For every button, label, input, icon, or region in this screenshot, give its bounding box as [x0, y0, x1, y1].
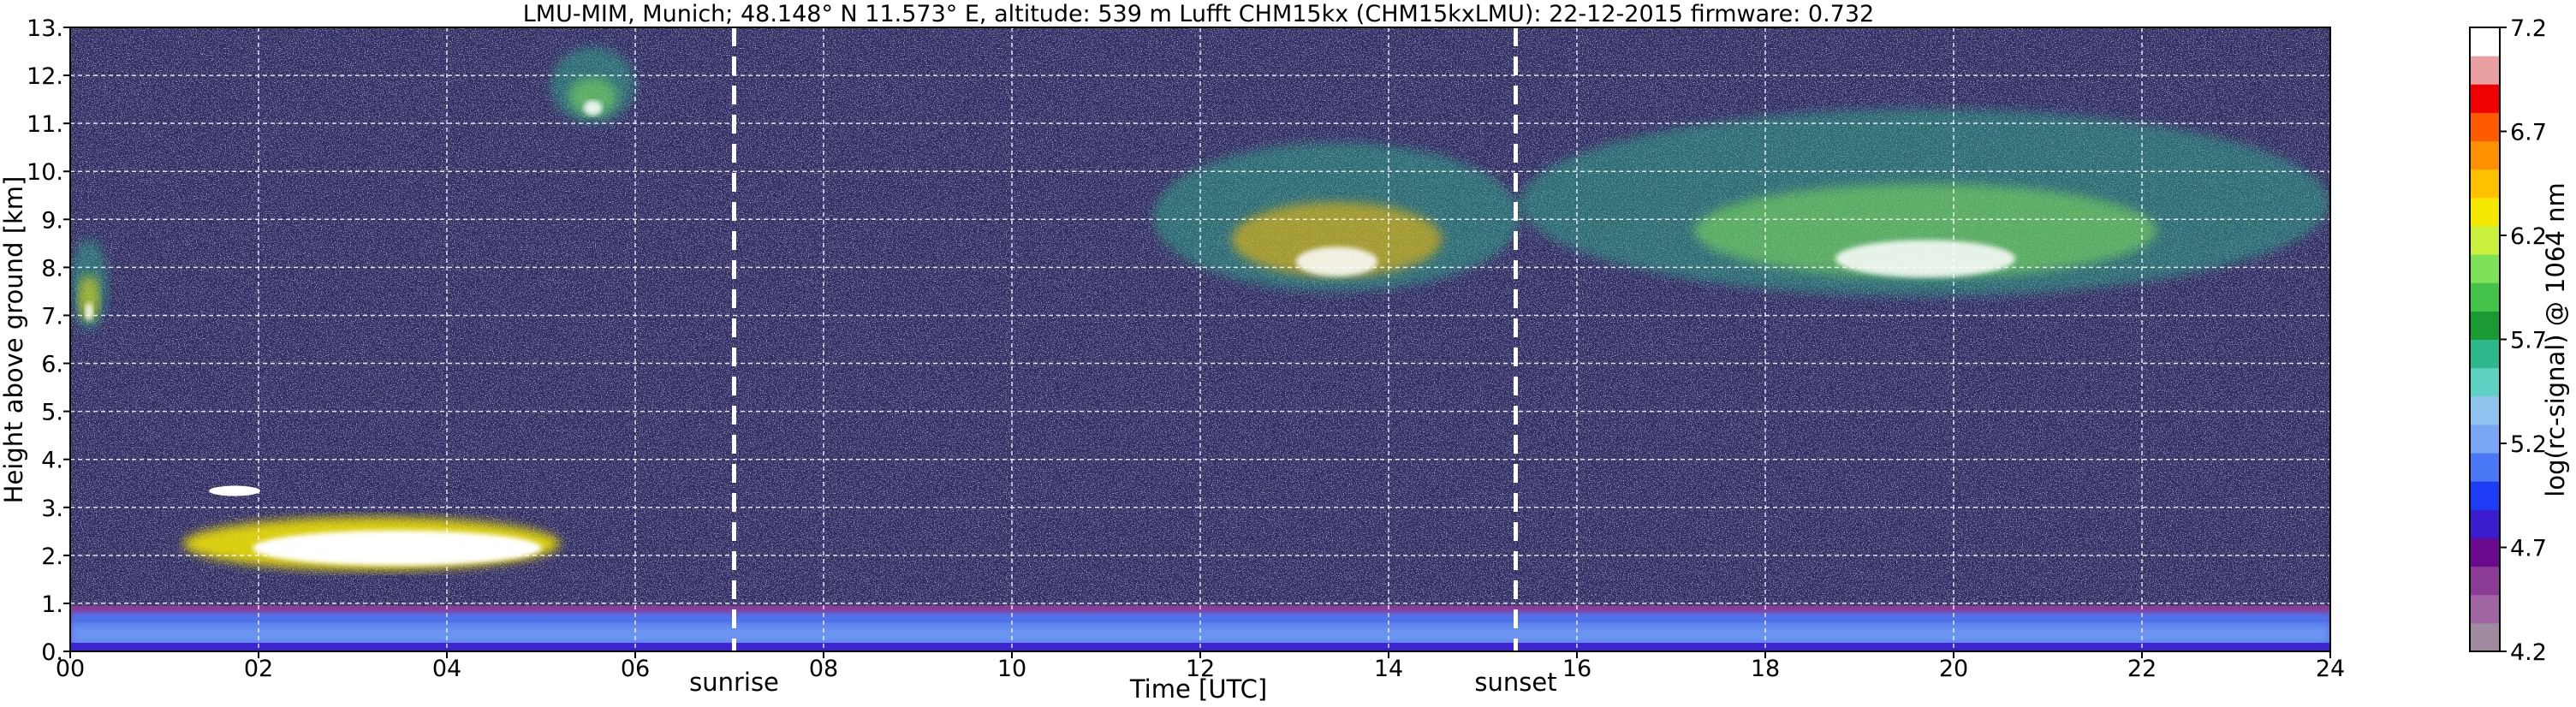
x-tick-label: 02 — [244, 656, 273, 682]
y-tick-label: 5. — [41, 400, 63, 426]
colorbar-segment — [2470, 84, 2500, 113]
x-axis-ticks: 00 02 04 06 08 10 12 14 16 18 20 22 24 — [56, 651, 2345, 682]
y-tick-label: 3. — [41, 496, 63, 522]
colorbar-tick-label: 6.2 — [2510, 223, 2547, 250]
colorbar-segment — [2470, 594, 2500, 624]
colorbar-segment — [2470, 140, 2500, 170]
x-tick-label: 18 — [1751, 656, 1780, 682]
y-tick-label: 4. — [41, 448, 63, 474]
y-tick-label: 8. — [41, 255, 63, 282]
colorbar-segment — [2470, 453, 2500, 482]
colorbar-tick-label: 5.2 — [2510, 431, 2547, 458]
colorbar-segment — [2470, 254, 2500, 283]
x-tick-label: 12 — [1186, 656, 1215, 682]
x-tick-label: 06 — [621, 656, 650, 682]
colorbar-label: log(rc-signal) @ 1064 nm — [2541, 182, 2570, 496]
colorbar-tick-label: 5.7 — [2510, 328, 2547, 354]
colorbar-segment — [2470, 622, 2500, 652]
event-label-sunrise: sunrise — [689, 668, 779, 697]
feature-cirrus — [1520, 109, 2330, 297]
colorbar-segment — [2470, 197, 2500, 227]
colorbar-segment — [2470, 538, 2500, 567]
x-tick-label: 16 — [1562, 656, 1591, 682]
colorbar-segment — [2470, 339, 2500, 369]
y-tick-label: 9. — [41, 207, 63, 234]
x-axis-label: Time [UTC] — [1129, 674, 1267, 704]
y-tick-label: 13. — [27, 15, 63, 42]
y-tick-label: 7. — [41, 303, 63, 330]
y-tick-label: 1. — [41, 591, 63, 618]
y-axis-label: Height above ground [km] — [0, 176, 28, 504]
colorbar — [2470, 27, 2500, 652]
event-label-sunset: sunset — [1474, 668, 1556, 697]
y-tick-label: 12. — [27, 63, 63, 90]
plot-area — [70, 27, 2330, 651]
x-tick-label: 10 — [997, 656, 1026, 682]
y-tick-label: 11. — [27, 111, 63, 138]
feature-cirrus — [70, 238, 108, 330]
x-tick-label: 08 — [809, 656, 838, 682]
colorbar-segment — [2470, 225, 2500, 255]
colorbar-tick-label: 4.2 — [2510, 639, 2547, 666]
feature-cirrus — [1153, 142, 1520, 292]
x-tick-label: 04 — [432, 656, 461, 682]
colorbar-tick-label: 4.7 — [2510, 536, 2547, 562]
colorbar-segment — [2470, 367, 2500, 397]
grid-lines — [70, 27, 2330, 651]
y-tick-label: 0. — [41, 639, 63, 666]
event-labels: sunrise sunset — [689, 668, 1557, 697]
colorbar-segment — [2470, 311, 2500, 340]
x-tick-label: 00 — [56, 656, 85, 682]
colorbar-segment — [2470, 395, 2500, 425]
colorbar-segment — [2470, 112, 2500, 142]
colorbar-segment — [2470, 169, 2500, 199]
y-axis-ticks: 0. 1. 2. 3. 4. 5. 6. 7. 8. 9. 10. 11. 12. 13. — [27, 15, 70, 666]
colorbar-segment — [2470, 282, 2500, 312]
colorbar-segment — [2470, 509, 2500, 538]
colorbar-segment — [2470, 27, 2500, 56]
x-tick-label: 20 — [1939, 656, 1968, 682]
colorbar-segment — [2470, 566, 2500, 596]
colorbar-tick-label: 6.7 — [2510, 120, 2547, 146]
y-tick-label: 10. — [27, 159, 63, 186]
colorbar-segment — [2470, 56, 2500, 85]
feature-cirrus — [550, 46, 635, 124]
event-lines — [732, 27, 1518, 651]
y-tick-label: 6. — [41, 352, 63, 378]
colorbar-ticks: 7.2 6.7 6.2 5.7 5.2 4.7 4.2 — [2500, 15, 2547, 666]
feature-low-cloud — [183, 485, 560, 571]
chart-title: LMU-MIM, Munich; 48.148° N 11.573° E, al… — [523, 1, 1874, 27]
x-tick-label: 22 — [2127, 656, 2157, 682]
x-tick-label: 24 — [2316, 656, 2345, 682]
colorbar-segment — [2470, 481, 2500, 510]
colorbar-segment — [2470, 424, 2500, 454]
colorbar-tick-label: 7.2 — [2510, 15, 2547, 42]
x-tick-label: 14 — [1374, 656, 1403, 682]
y-tick-label: 2. — [41, 544, 63, 570]
